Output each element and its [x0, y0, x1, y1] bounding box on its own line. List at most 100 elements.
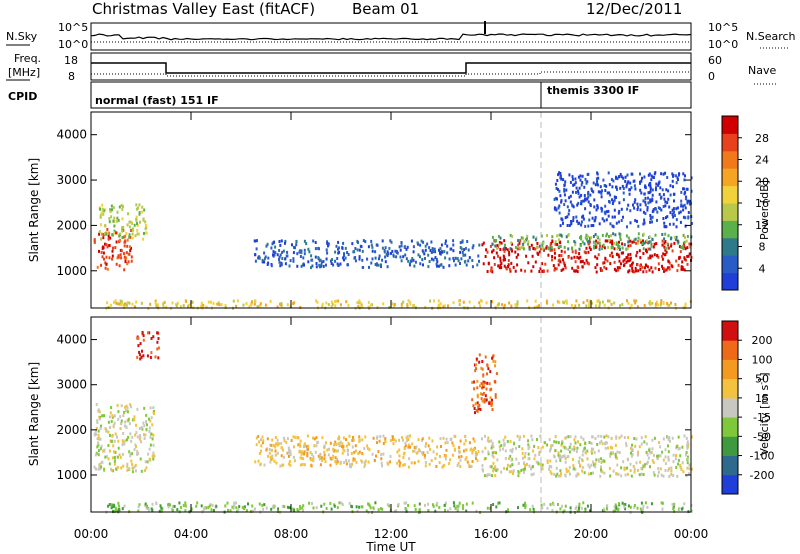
- velocity-cell: [287, 451, 290, 455]
- power-cell: [674, 237, 677, 241]
- velocity-cell: [580, 506, 583, 510]
- power-cell: [594, 243, 597, 247]
- power-cell: [138, 211, 141, 214]
- velocity-cell: [113, 460, 116, 464]
- power-cell: [651, 270, 654, 274]
- power-cell: [126, 244, 129, 248]
- velocity-cell: [352, 457, 355, 461]
- velocity-cell: [485, 398, 488, 402]
- freq-label-line1: Freq.: [14, 52, 41, 65]
- velocity-cell: [524, 501, 527, 505]
- power-cell: [622, 251, 624, 255]
- velocity-cell: [93, 432, 96, 436]
- velocity-xlabel: Time UT: [365, 540, 416, 554]
- power-cell: [576, 203, 579, 207]
- velocity-cell: [426, 450, 429, 454]
- velocity-cell: [99, 447, 102, 451]
- power-cell: [524, 269, 526, 273]
- velocity-cell: [573, 445, 576, 449]
- power-cell: [135, 215, 138, 219]
- power-cell: [547, 253, 550, 257]
- velocity-cell: [308, 501, 311, 505]
- power-cell: [661, 239, 664, 243]
- power-cell: [655, 300, 658, 304]
- velocity-cell: [298, 442, 301, 446]
- power-cell: [568, 196, 571, 200]
- power-cell: [443, 250, 446, 253]
- power-cell: [296, 264, 299, 268]
- power-cell: [634, 187, 637, 191]
- velocity-cell: [336, 506, 339, 510]
- velocity-cell: [481, 386, 483, 390]
- velocity-cell: [232, 506, 235, 510]
- velocity-cell: [348, 464, 351, 468]
- velocity-cell: [567, 469, 570, 473]
- velocity-cell: [303, 444, 306, 447]
- power-cell: [254, 239, 257, 243]
- power-cell: [443, 304, 446, 308]
- power-cell: [567, 255, 570, 259]
- velocity-cell: [465, 502, 468, 506]
- velocity-cell: [531, 438, 534, 442]
- power-cell: [673, 192, 676, 196]
- power-cell: [625, 234, 628, 238]
- power-colorbar-tick: 28: [755, 132, 769, 145]
- power-cell: [607, 214, 610, 218]
- velocity-colorbar-swatch: [722, 455, 738, 476]
- power-cell: [639, 172, 641, 176]
- velocity-cell: [110, 506, 113, 510]
- velocity-cell: [111, 415, 114, 419]
- velocity-cell: [411, 442, 414, 446]
- power-cell: [511, 234, 514, 238]
- velocity-cell: [301, 462, 304, 466]
- velocity-cell: [361, 505, 364, 509]
- power-cell: [111, 254, 114, 258]
- velocity-cell: [119, 427, 122, 431]
- velocity-cell: [532, 507, 535, 511]
- velocity-cell: [532, 472, 535, 476]
- velocity-cell: [161, 507, 164, 511]
- power-cell: [601, 189, 603, 193]
- power-cell: [677, 178, 679, 182]
- power-colorbar-swatch: [722, 116, 738, 134]
- velocity-cell: [522, 434, 525, 438]
- power-cell: [633, 179, 636, 183]
- velocity-cell: [572, 467, 575, 471]
- velocity-cell: [283, 505, 286, 509]
- velocity-cell: [324, 460, 327, 464]
- power-cell: [610, 302, 613, 306]
- power-cell: [555, 267, 558, 271]
- velocity-cell: [661, 450, 664, 454]
- power-cell: [311, 264, 314, 268]
- velocity-cell: [554, 449, 557, 452]
- velocity-cell: [286, 437, 289, 441]
- velocity-cell: [367, 502, 370, 506]
- power-cell: [412, 258, 415, 262]
- velocity-cell: [145, 413, 148, 417]
- power-cell: [459, 250, 462, 254]
- velocity-cell: [594, 465, 597, 469]
- power-cell: [541, 243, 544, 247]
- power-cell: [400, 259, 403, 263]
- power-cell: [642, 199, 645, 203]
- velocity-cell: [299, 444, 302, 448]
- velocity-cell: [100, 424, 102, 428]
- velocity-cell: [329, 441, 332, 445]
- velocity-cell: [297, 443, 300, 447]
- power-cell: [106, 301, 109, 305]
- power-cell: [331, 258, 334, 262]
- velocity-cell: [133, 415, 136, 419]
- velocity-cell: [452, 453, 454, 457]
- velocity-ytick-label: 4000: [56, 333, 87, 347]
- power-cell: [556, 300, 559, 304]
- velocity-cell: [594, 462, 597, 466]
- power-cell: [138, 212, 141, 216]
- power-cell: [395, 250, 398, 253]
- power-cell: [586, 261, 589, 265]
- velocity-cell: [152, 451, 155, 455]
- power-cell: [682, 215, 685, 219]
- velocity-cell: [638, 473, 641, 477]
- velocity-cell: [274, 453, 277, 457]
- velocity-cell: [271, 505, 274, 509]
- power-colorbar-swatch: [722, 185, 738, 204]
